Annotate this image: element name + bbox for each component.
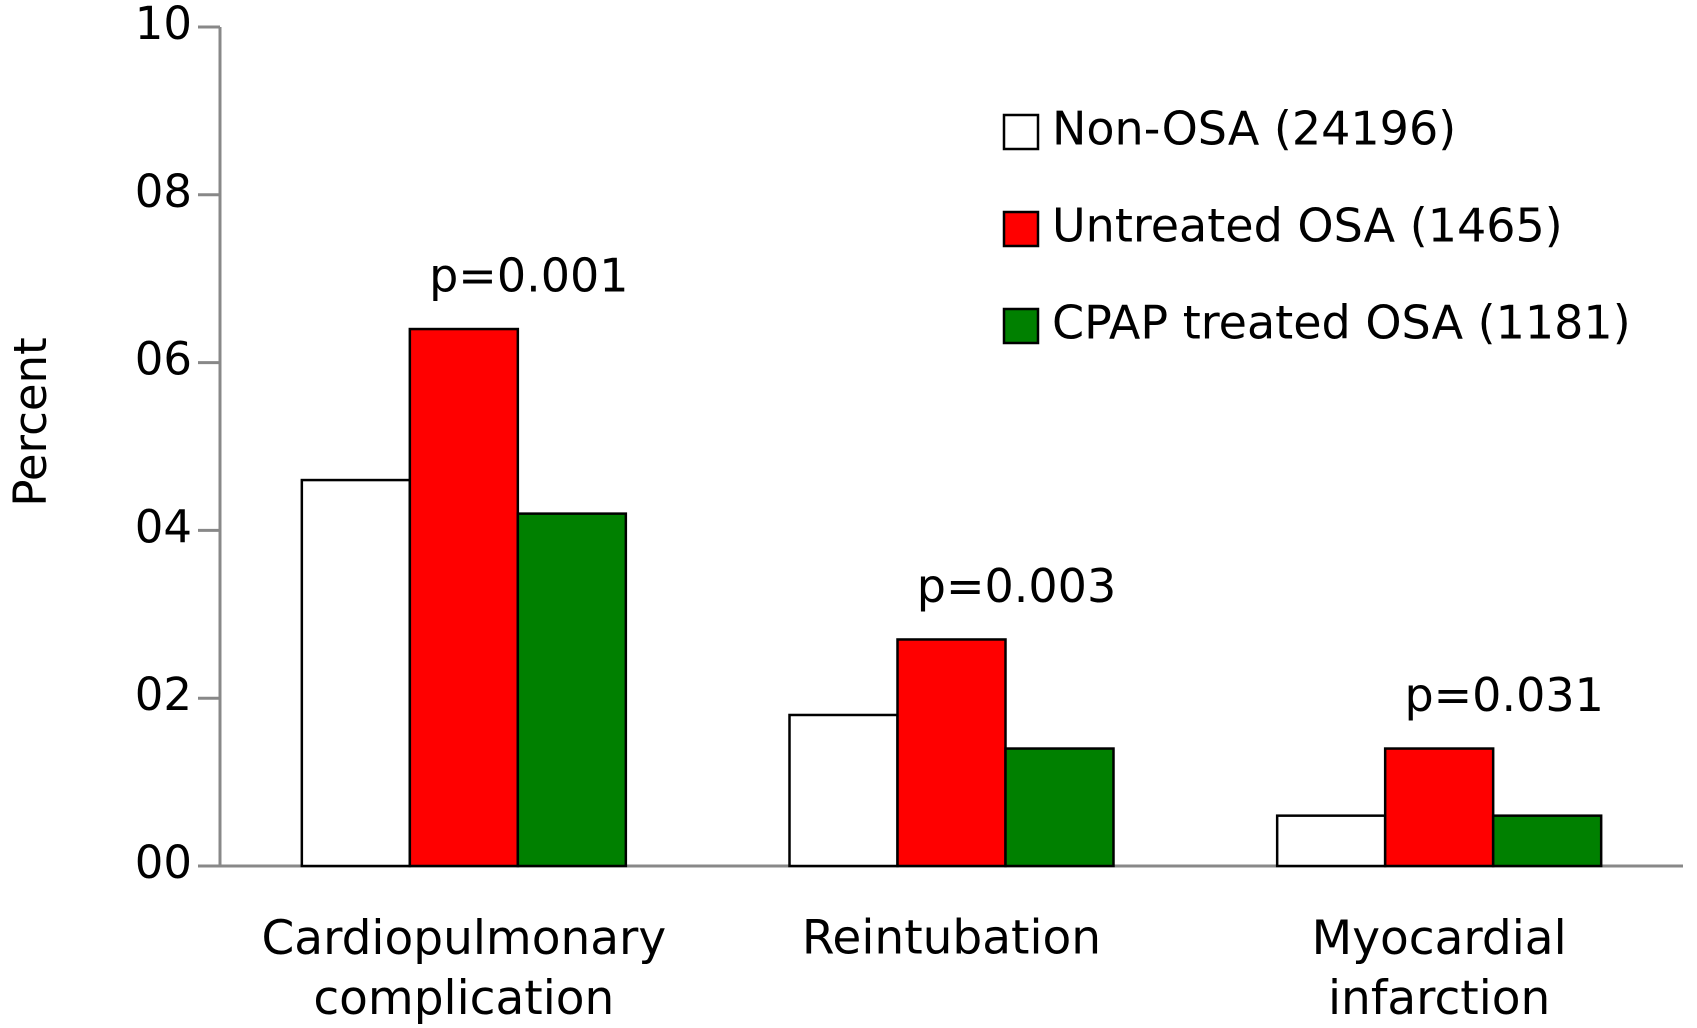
p-value: p=0.031 — [1404, 668, 1603, 722]
y-tick-label: 02 — [135, 668, 192, 721]
p-value: p=0.003 — [917, 559, 1116, 613]
legend-swatch — [1002, 307, 1040, 345]
x-tick-label: Myocardial infarction — [1312, 911, 1567, 1026]
y-tick-label: 06 — [135, 333, 192, 386]
label-line: complication — [313, 971, 614, 1026]
bar — [896, 638, 1007, 868]
label-line: Myocardial — [1312, 911, 1567, 966]
bar — [1491, 814, 1603, 868]
bar — [300, 478, 412, 868]
y-tick-label: 04 — [135, 500, 192, 553]
bar — [1004, 747, 1115, 868]
bar — [788, 713, 899, 868]
label-line: infarction — [1328, 971, 1550, 1026]
bar — [408, 327, 520, 868]
y-tick-label: 08 — [135, 165, 192, 218]
legend-swatch — [1002, 210, 1040, 248]
x-tick-label: Cardiopulmonary complication — [261, 911, 666, 1026]
p-value: p=0.001 — [429, 249, 628, 303]
bar — [516, 512, 628, 868]
legend-label: Non-OSA (24196) — [1052, 102, 1456, 156]
legend-label: CPAP treated OSA (1181) — [1052, 296, 1631, 350]
y-axis-label: Percent — [4, 337, 57, 506]
y-tick-label: 10 — [135, 0, 192, 50]
legend-label: Untreated OSA (1465) — [1052, 199, 1563, 253]
label-line: Cardiopulmonary — [261, 911, 666, 966]
legend-swatch — [1002, 113, 1040, 151]
x-tick-label: Reintubation — [802, 911, 1101, 966]
y-tick-label: 00 — [135, 836, 192, 889]
bar — [1383, 747, 1495, 868]
bar — [1275, 814, 1387, 868]
